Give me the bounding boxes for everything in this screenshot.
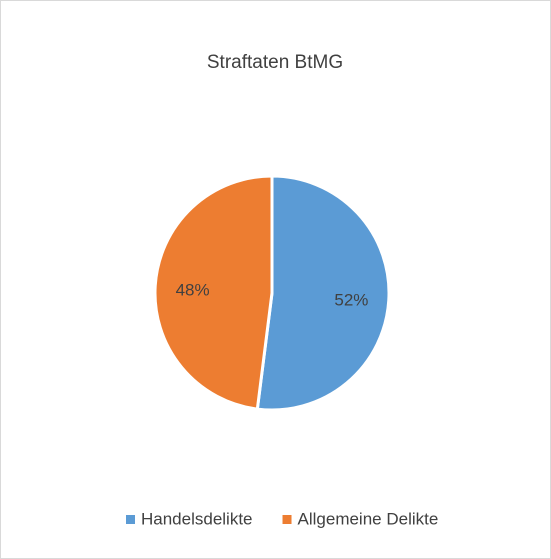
legend-swatch	[282, 515, 292, 524]
data-label: 52%	[334, 290, 368, 309]
pie-slice	[255, 174, 391, 412]
legend-swatch	[126, 515, 135, 524]
pie-slice	[153, 174, 274, 411]
legend-label: Allgemeine Delikte	[298, 509, 439, 528]
chart-title: Straftaten BtMG	[207, 52, 343, 73]
data-label: 48%	[176, 280, 210, 299]
legend-label: Handelsdelikte	[141, 509, 253, 528]
